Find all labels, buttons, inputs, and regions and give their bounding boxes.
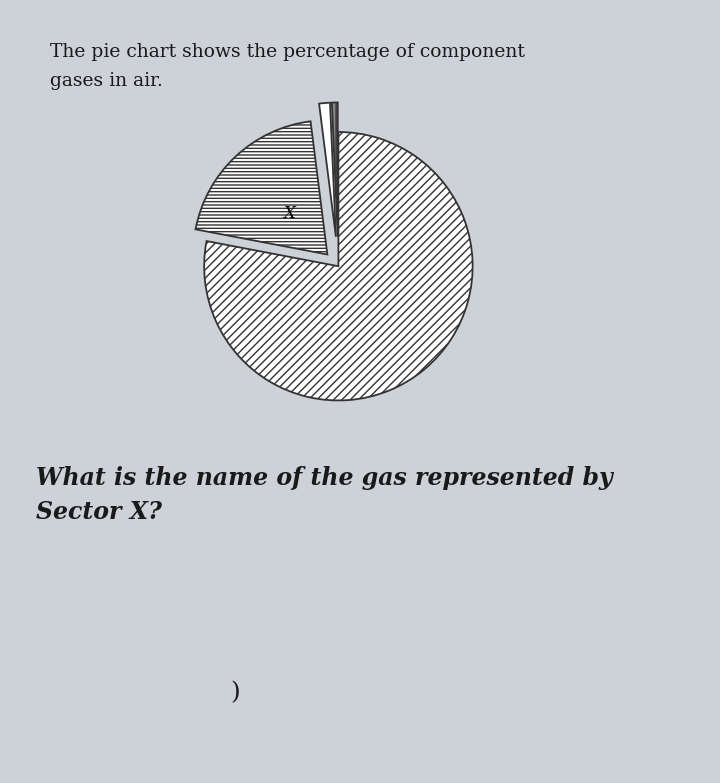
Wedge shape	[332, 103, 338, 236]
Text: The pie chart shows the percentage of component: The pie chart shows the percentage of co…	[50, 43, 526, 61]
Text: What is the name of the gas represented by: What is the name of the gas represented …	[36, 466, 613, 490]
Text: X: X	[283, 205, 294, 222]
Wedge shape	[204, 132, 472, 400]
Text: ): )	[230, 681, 240, 704]
Text: Sector X?: Sector X?	[36, 500, 162, 524]
Text: gases in air.: gases in air.	[50, 72, 163, 90]
Wedge shape	[319, 103, 336, 236]
Wedge shape	[196, 121, 328, 254]
